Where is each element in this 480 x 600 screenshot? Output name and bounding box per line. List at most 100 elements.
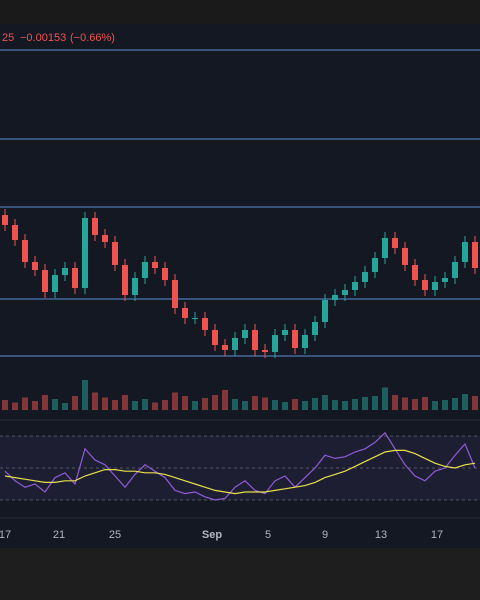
volume-bar bbox=[52, 399, 58, 410]
volume-bar bbox=[262, 397, 268, 410]
candle-body bbox=[372, 258, 378, 272]
candle-body bbox=[212, 330, 218, 345]
volume-bar bbox=[202, 398, 208, 410]
volume-bar bbox=[292, 399, 298, 410]
volume-bar bbox=[402, 397, 408, 410]
candle-body bbox=[62, 268, 68, 275]
volume-bar bbox=[22, 397, 28, 410]
candle-body bbox=[12, 225, 18, 240]
volume-bar bbox=[132, 401, 138, 410]
chart-pane bbox=[0, 24, 480, 548]
candle-body bbox=[132, 278, 138, 295]
volume-bar bbox=[32, 401, 38, 410]
x-tick-label: 17 bbox=[431, 529, 443, 541]
candle-body bbox=[142, 262, 148, 278]
candle-body bbox=[102, 235, 108, 242]
candle-body bbox=[232, 338, 238, 350]
volume-bar bbox=[242, 401, 248, 410]
volume-bar bbox=[322, 395, 328, 410]
volume-bar bbox=[192, 401, 198, 410]
volume-bar bbox=[252, 396, 258, 410]
candle-body bbox=[362, 272, 368, 282]
volume-bar bbox=[452, 398, 458, 410]
volume-bar bbox=[382, 387, 388, 410]
candle-body bbox=[72, 268, 78, 288]
volume-bar bbox=[82, 380, 88, 410]
candle-body bbox=[382, 238, 388, 258]
candle-body bbox=[322, 300, 328, 322]
candle-body bbox=[352, 282, 358, 290]
candle-body bbox=[462, 242, 468, 262]
volume-bar bbox=[472, 396, 478, 410]
header-price: 25 bbox=[2, 32, 14, 44]
rsi-ma-line bbox=[4, 449, 476, 495]
candle-body bbox=[432, 282, 438, 290]
volume-bar bbox=[282, 402, 288, 410]
candle-body bbox=[122, 265, 128, 295]
top-bar bbox=[0, 0, 480, 24]
volume-bar bbox=[62, 403, 68, 410]
candle-body bbox=[252, 330, 258, 350]
candle-body bbox=[182, 308, 188, 318]
candle-body bbox=[272, 335, 278, 352]
rsi-line bbox=[4, 431, 476, 501]
candle-body bbox=[402, 248, 408, 265]
candle-body bbox=[202, 318, 208, 330]
volume-bar bbox=[312, 398, 318, 410]
volume-bar bbox=[102, 397, 108, 410]
volume-bar bbox=[432, 401, 438, 410]
candle-body bbox=[172, 280, 178, 308]
volume-bar bbox=[142, 399, 148, 410]
volume-bar bbox=[412, 399, 418, 410]
volume-bar bbox=[272, 400, 278, 410]
volume-bar bbox=[332, 400, 338, 410]
candle-body bbox=[282, 330, 288, 335]
candle-body bbox=[112, 242, 118, 265]
volume-bar bbox=[172, 392, 178, 410]
candle-body bbox=[332, 295, 338, 300]
header-change-pct: (−0.66%) bbox=[70, 32, 115, 44]
candle-body bbox=[32, 262, 38, 270]
volume-bar bbox=[362, 397, 368, 410]
volume-bar bbox=[122, 395, 128, 410]
candle-body bbox=[412, 265, 418, 280]
candle-body bbox=[422, 280, 428, 290]
volume-bar bbox=[302, 401, 308, 410]
volume-bar bbox=[152, 402, 158, 410]
volume-bar bbox=[12, 402, 18, 410]
candle-body bbox=[312, 322, 318, 335]
volume-bar bbox=[422, 397, 428, 410]
candle-body bbox=[292, 330, 298, 348]
volume-bar bbox=[352, 399, 358, 410]
x-tick-label: 9 bbox=[322, 529, 328, 541]
volume-bar bbox=[372, 396, 378, 410]
volume-bar bbox=[232, 399, 238, 410]
x-tick-label: 25 bbox=[109, 529, 121, 541]
x-tick-label: 5 bbox=[265, 529, 271, 541]
candle-body bbox=[192, 318, 198, 319]
candle-body bbox=[22, 240, 28, 262]
volume-bar bbox=[72, 396, 78, 410]
volume-bar bbox=[392, 395, 398, 410]
candle-body bbox=[92, 218, 98, 235]
volume-bar bbox=[42, 395, 48, 410]
candle-body bbox=[52, 275, 58, 292]
candle-body bbox=[392, 238, 398, 248]
x-tick-label: 13 bbox=[375, 529, 387, 541]
volume-bar bbox=[212, 395, 218, 410]
candle-body bbox=[442, 278, 448, 282]
candle-body bbox=[262, 350, 268, 352]
header-change: −0.00153 bbox=[20, 32, 66, 44]
volume-bar bbox=[162, 400, 168, 410]
candle-body bbox=[472, 242, 478, 268]
volume-bar bbox=[112, 400, 118, 410]
x-tick-label: 21 bbox=[53, 529, 65, 541]
x-tick-label: 17 bbox=[0, 529, 11, 541]
candle-body bbox=[242, 330, 248, 338]
x-tick-label: Sep bbox=[202, 529, 222, 541]
volume-bar bbox=[2, 400, 8, 410]
candle-body bbox=[452, 262, 458, 278]
candle-body bbox=[222, 345, 228, 350]
